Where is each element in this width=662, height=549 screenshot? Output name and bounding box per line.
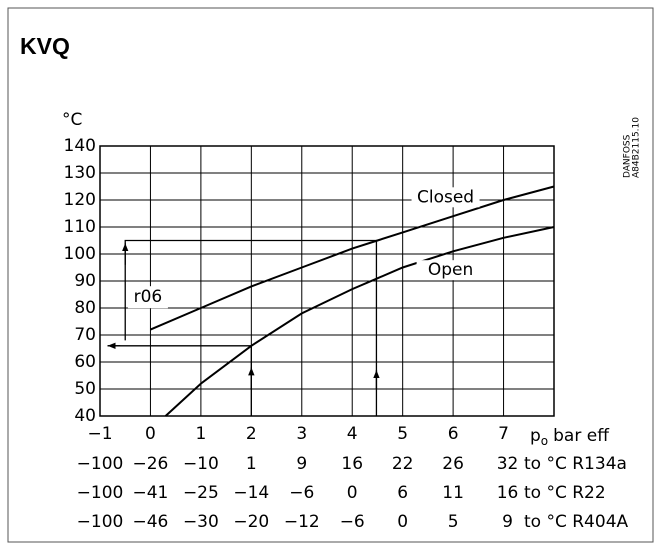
- x-tick-label: 5: [397, 424, 408, 444]
- x-axis-label: po bar eff: [530, 426, 610, 448]
- x-tick-label: 2: [246, 424, 257, 444]
- y-tick-label: 60: [74, 352, 96, 372]
- y-tick-label: 140: [64, 136, 96, 156]
- curve: [164, 226, 555, 417]
- plot-border: [99, 145, 555, 417]
- row-value: −46: [132, 512, 168, 532]
- curve: [150, 185, 555, 331]
- row-value: −14: [233, 483, 269, 503]
- frame: [7, 7, 654, 543]
- chart-title: KVQ: [20, 33, 70, 59]
- row-value: 6: [397, 483, 408, 503]
- source-line: DANFOSS: [623, 134, 633, 178]
- row-value: 0: [347, 483, 358, 503]
- row-value: −10: [183, 454, 219, 474]
- row-value: 5: [448, 512, 459, 532]
- y-tick-label: 40: [74, 406, 96, 426]
- label-bg: [127, 286, 168, 309]
- x-label-rest: bar eff: [553, 426, 610, 446]
- row-unit: to °C R22: [524, 483, 606, 503]
- y-tick-label: 90: [74, 271, 96, 291]
- row-value: −6: [340, 512, 365, 532]
- y-tick-label: 50: [74, 379, 96, 399]
- y-tick-label: 130: [64, 163, 96, 183]
- row-value: −30: [183, 512, 219, 532]
- row-value: −100: [77, 483, 124, 503]
- row-value: 11: [442, 483, 464, 503]
- y-tick-label: 80: [74, 298, 96, 318]
- row-value: 16: [497, 483, 519, 503]
- row-unit: to °C R404A: [524, 512, 629, 532]
- row-value: 1: [246, 454, 257, 474]
- row-value: −100: [77, 512, 124, 532]
- x-tick-label: 7: [498, 424, 509, 444]
- row-value: −41: [132, 483, 168, 503]
- row-value: −12: [284, 512, 320, 532]
- row-value: 9: [502, 512, 513, 532]
- row-value: 16: [341, 454, 363, 474]
- guide-line: [124, 239, 378, 416]
- y-tick-label: 110: [64, 217, 96, 237]
- y-tick-label: 120: [64, 190, 96, 210]
- x-tick-label: 4: [347, 424, 358, 444]
- x-tick-label: 1: [195, 424, 206, 444]
- row-value: 32: [497, 454, 519, 474]
- row-value: −100: [77, 454, 124, 474]
- y-axis-label: °C: [62, 110, 82, 130]
- source-line: A84B2115.10: [632, 117, 642, 178]
- x-label-sub: o: [541, 434, 548, 448]
- series-label: Closed: [417, 187, 474, 207]
- series-label: Open: [428, 260, 473, 280]
- source: DANFOSS A84B2115.10: [623, 117, 642, 178]
- label-bg: [416, 260, 485, 281]
- row-value: 9: [296, 454, 307, 474]
- x-label-main: p: [530, 426, 541, 446]
- x-tick-label: 3: [296, 424, 307, 444]
- row-value: 22: [392, 454, 414, 474]
- x-tick-label: 0: [145, 424, 156, 444]
- row-value: −20: [233, 512, 269, 532]
- row-value: −26: [132, 454, 168, 474]
- x-tick-label: 6: [448, 424, 459, 444]
- x-tick-label: −1: [87, 424, 112, 444]
- row-value: −25: [183, 483, 219, 503]
- guide-line: [107, 345, 252, 416]
- y-tick-label: 100: [64, 244, 96, 264]
- annotation: r06: [134, 287, 163, 307]
- row-value: 0: [397, 512, 408, 532]
- row-value: −6: [289, 483, 314, 503]
- label-bg: [411, 187, 480, 208]
- row-value: 26: [442, 454, 464, 474]
- y-tick-label: 70: [74, 325, 96, 345]
- row-unit: to °C R134a: [524, 454, 627, 474]
